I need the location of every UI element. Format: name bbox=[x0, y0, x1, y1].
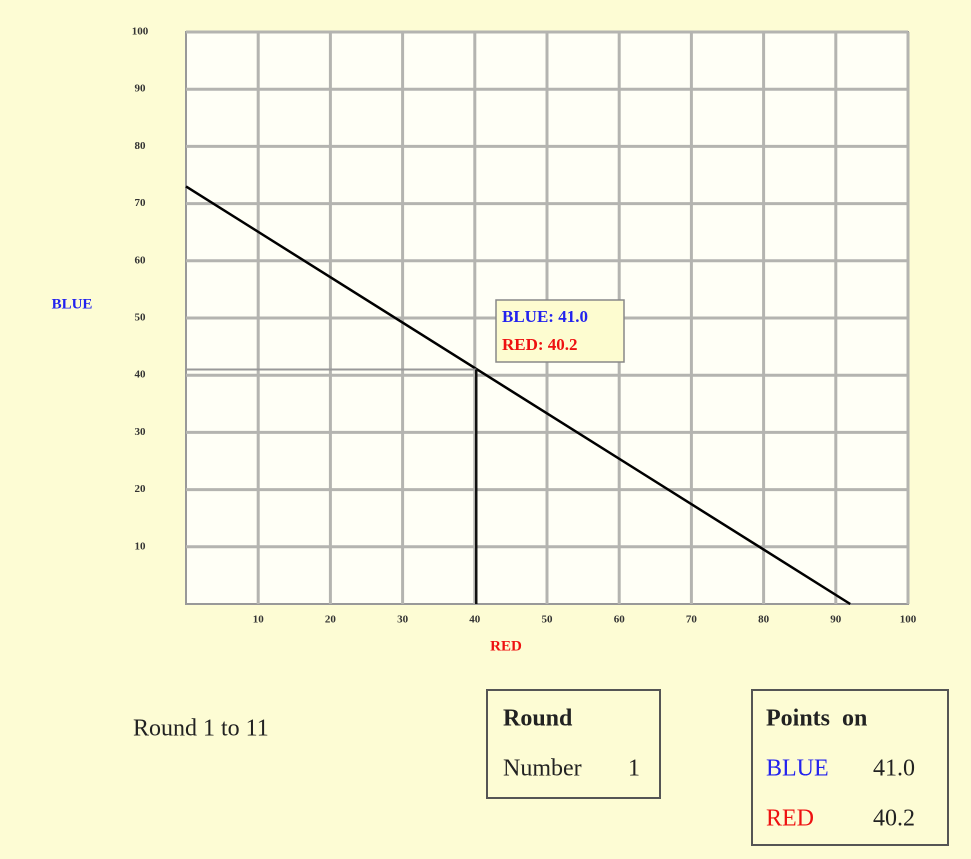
x-tick-label: 10 bbox=[253, 614, 265, 626]
y-tick-label: 50 bbox=[135, 312, 147, 324]
y-tick-label: 30 bbox=[135, 426, 147, 438]
x-tick-label: 60 bbox=[614, 614, 626, 626]
tooltip-red: RED: 40.2 bbox=[502, 335, 578, 354]
tooltip-blue: BLUE: 41.0 bbox=[502, 307, 588, 326]
round-label: Number bbox=[503, 756, 582, 782]
x-tick-label: 100 bbox=[900, 614, 917, 626]
marks bbox=[185, 185, 851, 606]
x-tick-label: 40 bbox=[469, 614, 481, 626]
y-axis-label: BLUE bbox=[52, 296, 93, 312]
points-red-name: RED bbox=[766, 806, 814, 832]
round-panel bbox=[486, 689, 661, 799]
round-value: 1 bbox=[628, 756, 640, 782]
y-tick-label: 70 bbox=[135, 197, 147, 209]
line bbox=[185, 185, 851, 606]
y-tick-label: 10 bbox=[135, 540, 147, 552]
y-tick-label: 90 bbox=[135, 83, 147, 95]
x-axis-label: RED bbox=[490, 638, 522, 654]
y-tick-label: 60 bbox=[135, 254, 147, 266]
points-blue-value: 41.0 bbox=[873, 756, 915, 782]
tooltip bbox=[495, 299, 625, 363]
round-title: Round bbox=[503, 706, 573, 732]
points-panel bbox=[751, 689, 949, 846]
x-tick-label: 20 bbox=[325, 614, 337, 626]
x-tick-label: 50 bbox=[542, 614, 554, 626]
x-tick-label: 90 bbox=[830, 614, 842, 626]
round-text: Round 1 to 11 bbox=[133, 716, 269, 742]
y-tick-label: 40 bbox=[135, 369, 147, 381]
x-tick-label: 80 bbox=[758, 614, 770, 626]
y-tick-label: 100 bbox=[132, 26, 149, 38]
y-tick-label: 80 bbox=[135, 140, 147, 152]
x-tick-label: 30 bbox=[397, 614, 409, 626]
points-blue-name: BLUE bbox=[766, 756, 829, 782]
points-red-value: 40.2 bbox=[873, 806, 915, 832]
x-tick-label: 70 bbox=[686, 614, 698, 626]
y-tick-label: 20 bbox=[135, 483, 147, 495]
points-title: Points on bbox=[766, 706, 867, 732]
